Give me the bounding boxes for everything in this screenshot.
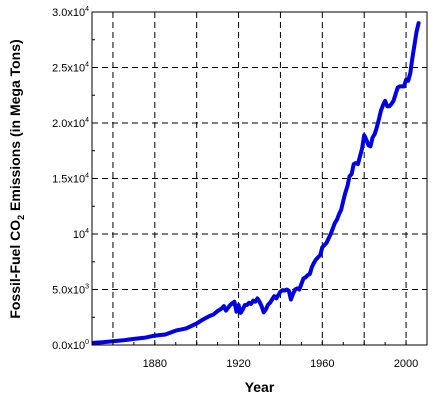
axis-ticks: 0.0x100 5.0x103 104 1.5x104 2.0x104 2.5x104 3.… — [52, 6, 418, 370]
y-tick-label: 3.0x104 — [52, 6, 89, 19]
x-axis-title: Year — [245, 379, 275, 395]
y-axis-title: Fossil-Fuel CO2 Emissions (in Mega Tons) — [7, 39, 26, 318]
x-tick-label: 2000 — [394, 358, 418, 370]
grid-lines — [92, 12, 427, 345]
x-tick-label: 1920 — [226, 358, 250, 370]
x-tick-label: 1880 — [143, 358, 167, 370]
y-axis-title-part2: Emissions (in Mega Tons) — [7, 39, 23, 215]
y-tick-label: 104 — [73, 228, 89, 241]
y-tick-label: 5.0x103 — [52, 284, 89, 297]
y-tick-label: 0.0x100 — [52, 339, 89, 352]
series-layer — [92, 21, 421, 345]
y-tick-label: 2.0x104 — [52, 117, 89, 130]
x-tick-label: 1960 — [310, 358, 334, 370]
y-axis-title-subscript: 2 — [16, 215, 26, 220]
y-tick-label: 2.5x104 — [52, 62, 89, 75]
y-axis-title-part1: Fossil-Fuel CO — [7, 220, 23, 319]
y-tick-label: 1.5x104 — [52, 173, 89, 186]
emissions-series-line — [92, 21, 421, 345]
